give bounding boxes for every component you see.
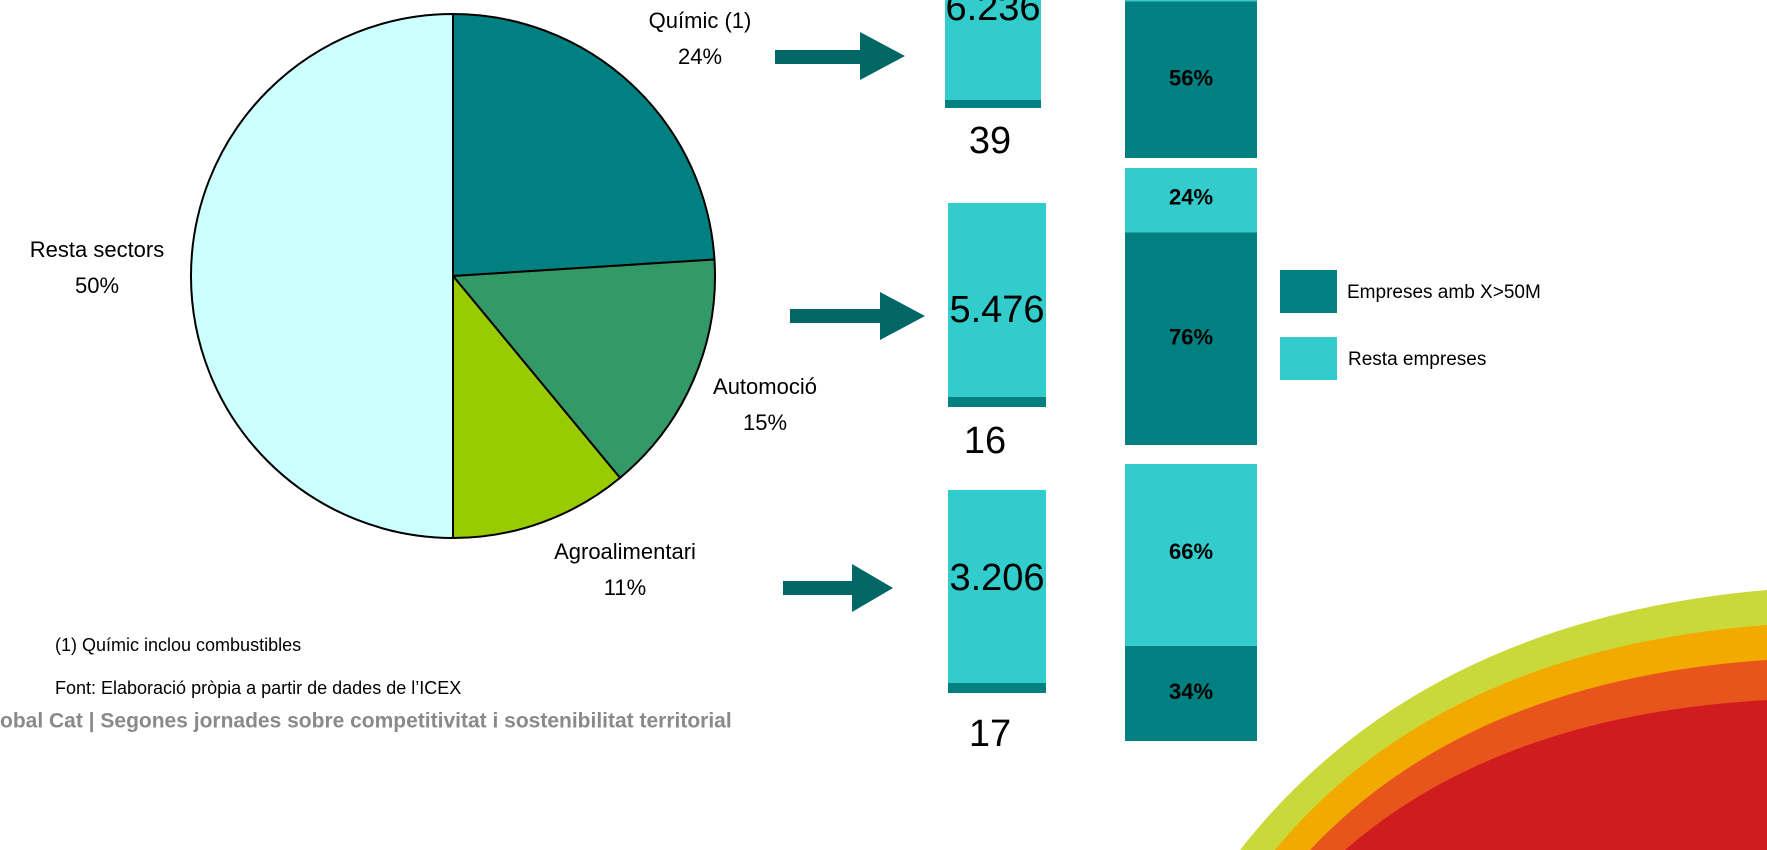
legend-label: Empreses amb X>50M [1347,282,1541,303]
company-count: 17 [969,713,1011,755]
arrows [775,32,925,612]
slice-value: 11% [604,575,646,600]
legend-label: Resta empreses [1348,349,1486,370]
decoration [1240,590,1767,850]
volume: 6.236 [945,0,1040,29]
data-label: 34% [1169,679,1213,704]
pie-slice [453,14,714,276]
slice-value: 24% [678,44,722,69]
data-label: 24% [1169,184,1213,209]
data-label: 56% [1169,65,1213,90]
legend-swatch [1280,270,1337,313]
slice-label: Resta sectors [30,237,165,262]
company-count: 39 [969,120,1011,162]
bar-segment [1125,0,1257,1]
volume: 5.476 [949,289,1044,331]
data-label: 66% [1169,539,1213,564]
data-label: 76% [1169,324,1213,349]
slice-value: 15% [743,410,787,435]
slice-value: 50% [75,273,119,298]
volume: 3.206 [949,557,1044,599]
footer: obal Cat | Segones jornades sobre compet… [0,710,732,733]
slice-label: Automoció [713,374,817,399]
footnote: (1) Químic inclou combustibles [55,635,301,655]
source: Font: Elaboració pròpia a partir de dade… [55,678,461,698]
slide: 6.236 39 5.476 16 3.206 17 (1) Químic in… [0,0,1767,850]
pie-slice [191,14,453,538]
legend-swatch [1280,337,1337,380]
slice-label: Químic (1) [649,8,752,33]
company-count: 16 [964,420,1006,462]
slice-label: Agroalimentari [554,539,696,564]
